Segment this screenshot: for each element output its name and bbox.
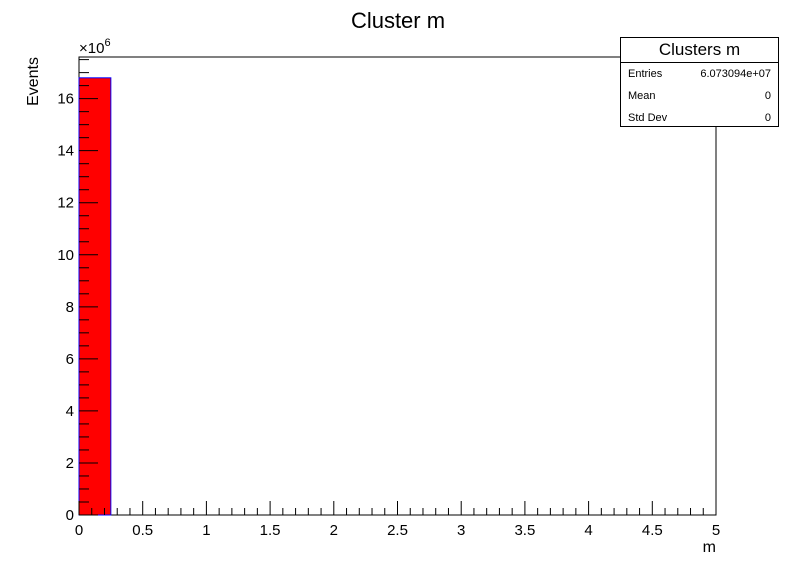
x-tick-label: 1 xyxy=(202,522,210,539)
y-tick-label: 4 xyxy=(66,403,74,420)
x-tick-label: 2 xyxy=(330,522,338,539)
x-tick-label: 3 xyxy=(457,522,465,539)
x-tick-label: 2.5 xyxy=(387,522,408,539)
x-tick-label: 0.5 xyxy=(132,522,153,539)
stat-row-entries: Entries 6.073094e+07 xyxy=(628,63,771,85)
y-axis-label: Events xyxy=(25,57,42,106)
y-tick-label: 0 xyxy=(66,507,74,524)
y-tick-label: 6 xyxy=(66,351,74,368)
stat-value: 0 xyxy=(764,90,771,102)
x-axis-label: m xyxy=(703,539,716,556)
stat-value: 6.073094e+07 xyxy=(700,68,771,80)
x-tick-label: 5 xyxy=(712,522,720,539)
y-tick-label: 2 xyxy=(66,455,74,472)
stat-value: 0 xyxy=(764,112,771,124)
y-tick-label: 12 xyxy=(57,195,74,212)
chart-title: Cluster m xyxy=(351,8,445,33)
x-tick-label: 4.5 xyxy=(642,522,663,539)
y-tick-label: 10 xyxy=(57,247,74,264)
x-tick-label: 4 xyxy=(584,522,592,539)
histogram-bar xyxy=(78,77,112,516)
stat-row-mean: Mean 0 xyxy=(628,85,771,107)
stat-name: Mean xyxy=(628,90,656,102)
x-tick-label: 1.5 xyxy=(260,522,281,539)
stat-row-std-dev: Std Dev 0 xyxy=(628,107,771,129)
y-tick-label: 8 xyxy=(66,299,74,316)
x-axis: 0 0.5 1 1.5 2 2.5 3 3.5 4 4.5 5 xyxy=(75,501,720,539)
y-multiplier: ×106 xyxy=(79,37,111,57)
y-tick-label: 16 xyxy=(57,91,74,108)
stat-name: Entries xyxy=(628,68,663,80)
stats-box: Clusters m Entries 6.073094e+07 Mean 0 S… xyxy=(620,37,779,127)
bars-group xyxy=(78,77,112,516)
stats-title: Clusters m xyxy=(621,38,778,63)
y-tick-label: 14 xyxy=(57,143,74,160)
stat-name: Std Dev xyxy=(628,112,668,124)
y-axis: 0 2 4 6 8 10 12 14 16 xyxy=(57,59,98,524)
x-tick-label: 0 xyxy=(75,522,83,539)
x-tick-label: 3.5 xyxy=(514,522,535,539)
